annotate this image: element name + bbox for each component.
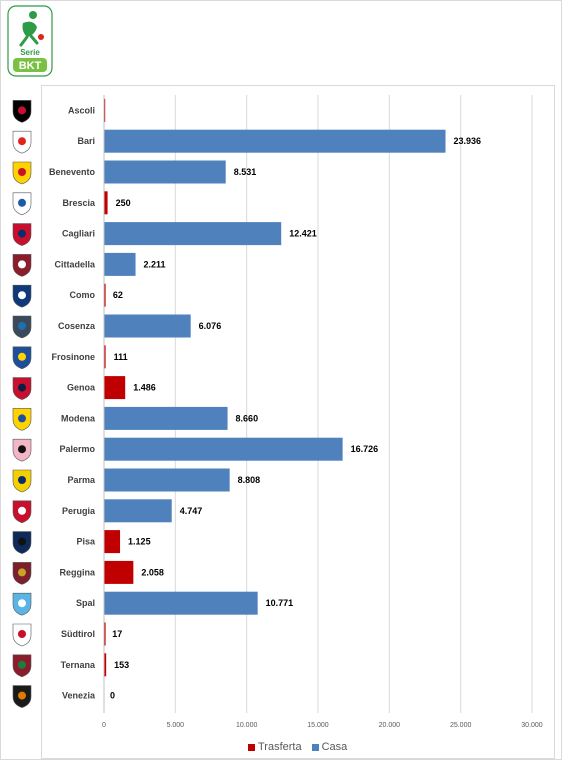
category-label-parma: Parma bbox=[67, 475, 96, 485]
bar-casa-cittadella bbox=[104, 252, 136, 276]
bar-casa-modena bbox=[104, 406, 228, 430]
bar-trasferta-ascoli bbox=[104, 98, 106, 122]
bar-casa-benevento bbox=[104, 160, 226, 184]
data-label-benevento: 8.531 bbox=[234, 167, 257, 177]
palermo-badge-emblem-icon bbox=[18, 445, 26, 454]
data-label-perugia: 4.747 bbox=[180, 506, 203, 516]
logo-bkt-text: BKT bbox=[19, 60, 42, 72]
venezia-badge-emblem-icon bbox=[18, 691, 26, 700]
bar-trasferta-ternana bbox=[104, 653, 107, 677]
legend-item-trasferta: Trasferta bbox=[248, 741, 302, 753]
cittadella-badge-emblem-icon bbox=[18, 260, 26, 269]
category-label-sdtirol: Südtirol bbox=[61, 629, 95, 639]
perugia-badge-emblem-icon bbox=[18, 506, 26, 515]
bar-casa-palermo bbox=[104, 437, 343, 461]
reggina-badge-emblem-icon bbox=[18, 568, 26, 577]
category-label-cagliari: Cagliari bbox=[62, 229, 95, 239]
x-tick-label: 15.000 bbox=[307, 722, 329, 729]
data-label-parma: 8.808 bbox=[238, 475, 261, 485]
data-label-bari: 23.936 bbox=[453, 136, 481, 146]
category-label-bari: Bari bbox=[77, 136, 95, 146]
category-label-ascoli: Ascoli bbox=[68, 105, 95, 115]
category-label-como: Como bbox=[70, 290, 96, 300]
cagliari-badge-emblem-icon bbox=[18, 229, 26, 238]
bar-casa-parma bbox=[104, 468, 230, 492]
data-label-modena: 8.660 bbox=[236, 413, 259, 423]
category-label-cosenza: Cosenza bbox=[58, 321, 96, 331]
legend-swatch-trasferta bbox=[248, 743, 255, 751]
x-tick-label: 30.000 bbox=[521, 722, 543, 729]
bar-trasferta-brescia bbox=[104, 191, 108, 215]
data-label-cagliari: 12.421 bbox=[289, 229, 317, 239]
data-label-palermo: 16.726 bbox=[351, 444, 379, 454]
x-tick-label: 25.000 bbox=[450, 722, 472, 729]
modena-badge-emblem-icon bbox=[18, 414, 26, 423]
bar-casa-spal bbox=[104, 591, 258, 615]
frosinone-badge-emblem-icon bbox=[18, 352, 26, 361]
bar-casa-cosenza bbox=[104, 314, 191, 338]
category-label-brescia: Brescia bbox=[62, 198, 96, 208]
category-label-ternana: Ternana bbox=[61, 660, 96, 670]
parma-badge-emblem-icon bbox=[18, 476, 26, 484]
chart-legend: Trasferta Casa bbox=[248, 740, 347, 754]
ternana-badge-emblem-icon bbox=[18, 660, 26, 669]
legend-label-casa: Casa bbox=[321, 741, 348, 753]
data-label-brescia: 250 bbox=[116, 198, 131, 208]
bar-casa-perugia bbox=[104, 499, 172, 523]
category-label-pisa: Pisa bbox=[76, 537, 96, 547]
category-label-palermo: Palermo bbox=[59, 444, 95, 454]
data-label-cosenza: 6.076 bbox=[199, 321, 222, 331]
data-label-como: 62 bbox=[113, 290, 123, 300]
bar-casa-bari bbox=[104, 129, 446, 153]
data-label-frosinone: 111 bbox=[114, 352, 128, 362]
sudtirol-badge-emblem-icon bbox=[18, 630, 26, 638]
logo-serie-text: Serie bbox=[20, 48, 40, 57]
data-label-spal: 10.771 bbox=[266, 598, 294, 608]
benevento-badge-emblem-icon bbox=[18, 168, 26, 176]
category-label-spal: Spal bbox=[76, 598, 95, 608]
genoa-badge-emblem-icon bbox=[18, 383, 26, 392]
category-label-reggina: Reggina bbox=[59, 567, 95, 577]
data-label-reggina: 2.058 bbox=[141, 567, 164, 577]
brescia-badge-emblem-icon bbox=[18, 198, 26, 207]
data-label-sdtirol: 17 bbox=[112, 629, 122, 639]
serie-bkt-logo: Serie BKT bbox=[7, 5, 53, 77]
data-label-cittadella: 2.211 bbox=[144, 259, 166, 269]
spal-badge-emblem-icon bbox=[18, 599, 26, 608]
bar-trasferta-pisa bbox=[104, 530, 121, 554]
category-label-cittadella: Cittadella bbox=[54, 259, 96, 269]
x-tick-label: 5.000 bbox=[167, 722, 185, 729]
stacked-bar-chart: Ascoli Bari 23.936 Benevento 8.531 Brescia 250… bbox=[12, 95, 543, 729]
category-label-modena: Modena bbox=[61, 413, 96, 423]
bar-trasferta-como bbox=[104, 283, 106, 307]
como-badge-emblem-icon bbox=[18, 291, 26, 300]
ascoli-badge-emblem-icon bbox=[18, 106, 26, 115]
data-label-genoa: 1.486 bbox=[133, 383, 156, 393]
data-label-ternana: 153 bbox=[114, 660, 129, 670]
plot-area bbox=[41, 85, 555, 759]
legend-item-casa: Casa bbox=[311, 741, 348, 753]
x-tick-label: 20.000 bbox=[379, 722, 401, 729]
bar-casa-cagliari bbox=[104, 222, 282, 246]
category-label-benevento: Benevento bbox=[49, 167, 96, 177]
category-label-perugia: Perugia bbox=[62, 506, 96, 516]
bar-trasferta-reggina bbox=[104, 560, 134, 584]
x-tick-label: 10.000 bbox=[236, 722, 258, 729]
category-label-venezia: Venezia bbox=[62, 691, 96, 701]
category-label-genoa: Genoa bbox=[67, 383, 96, 393]
pisa-badge-emblem-icon bbox=[18, 537, 26, 546]
cosenza-badge-emblem-icon bbox=[18, 322, 26, 330]
bari-badge-emblem-icon bbox=[18, 137, 26, 146]
category-label-frosinone: Frosinone bbox=[51, 352, 95, 362]
bar-trasferta-frosinone bbox=[104, 345, 106, 369]
legend-swatch-casa bbox=[311, 743, 319, 751]
bar-trasferta-genoa bbox=[104, 376, 126, 400]
x-tick-label: 0 bbox=[102, 722, 106, 729]
data-label-venezia: 0 bbox=[110, 691, 115, 701]
data-label-pisa: 1.125 bbox=[128, 537, 151, 547]
bar-trasferta-sdtirol bbox=[104, 622, 106, 646]
legend-label-trasferta: Trasferta bbox=[258, 741, 302, 753]
